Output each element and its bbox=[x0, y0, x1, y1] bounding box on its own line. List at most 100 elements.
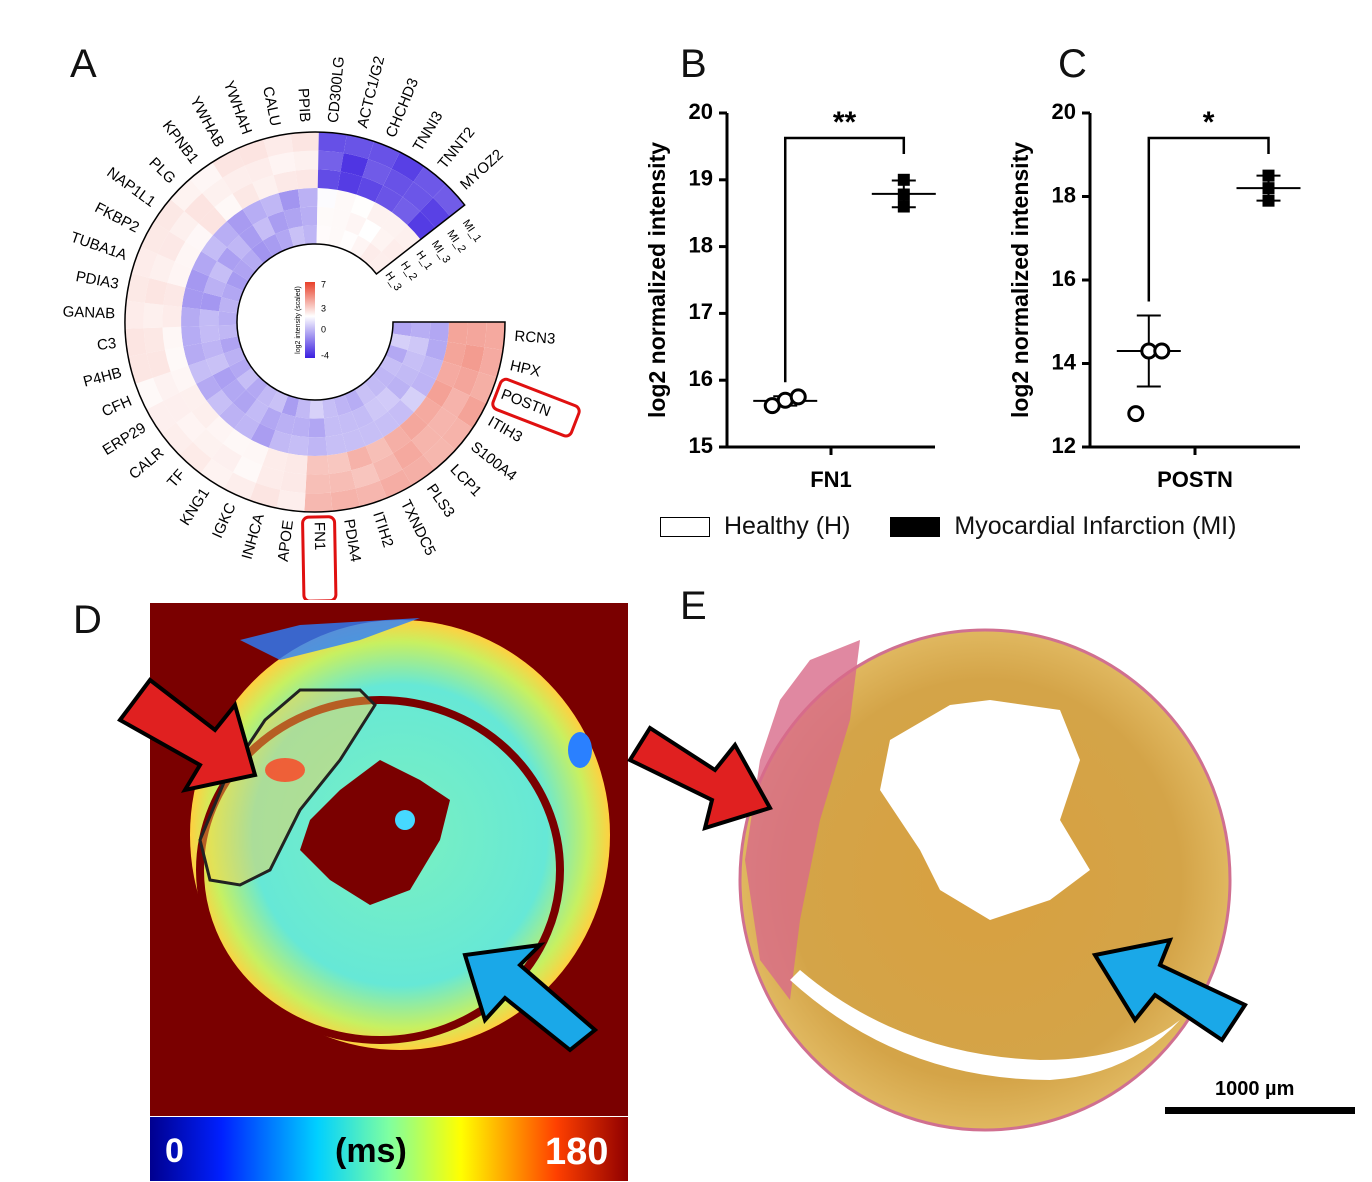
heatmap-cell bbox=[354, 382, 377, 406]
heatmap-cell bbox=[328, 226, 346, 248]
heatmap-cell bbox=[410, 371, 437, 397]
t2-map-right-spot bbox=[568, 732, 592, 768]
y-tick-label: 19 bbox=[689, 166, 713, 191]
heatmap-cell bbox=[262, 447, 288, 472]
heatmap-cell bbox=[293, 150, 319, 171]
heatmap-cell bbox=[344, 389, 365, 412]
heatmap-cell bbox=[413, 166, 446, 198]
heatmap-cell bbox=[212, 148, 245, 178]
mi-point bbox=[1262, 182, 1275, 195]
heatmap-cell bbox=[250, 423, 276, 448]
heatmap-cell bbox=[125, 328, 147, 357]
heatmap-cell bbox=[316, 225, 332, 246]
heatmap-cell bbox=[386, 375, 411, 400]
heatmap-cell bbox=[199, 325, 220, 344]
heatmap-cell bbox=[275, 228, 294, 251]
heatmap-cell bbox=[221, 283, 244, 302]
heatmap-cell bbox=[368, 141, 401, 169]
heatmap-cell bbox=[226, 209, 253, 236]
scalebar-label: 1000 µm bbox=[1215, 1078, 1294, 1100]
heatmap-cell bbox=[419, 355, 444, 380]
heatmap-cell bbox=[262, 233, 283, 257]
heatmap-cell bbox=[242, 199, 268, 225]
heatmap-cell bbox=[162, 392, 192, 423]
y-axis-label: log2 normalized intensity bbox=[1007, 142, 1033, 418]
y-tick-label: 16 bbox=[689, 366, 713, 391]
heatmap-cell bbox=[256, 384, 278, 407]
heatmap-cell bbox=[345, 212, 367, 236]
heatmap-cell bbox=[199, 309, 219, 327]
heatmap-cell bbox=[349, 235, 371, 259]
heatmap-cell bbox=[429, 322, 449, 342]
heatmap-cell bbox=[209, 261, 233, 284]
heatmap-cell bbox=[356, 176, 384, 203]
heatmap-cell bbox=[221, 378, 246, 403]
heatmap-cell bbox=[263, 133, 294, 158]
heatmap-cell bbox=[383, 425, 412, 454]
heatmap-cell bbox=[300, 206, 318, 227]
heatmap-cell bbox=[176, 411, 206, 442]
heatmap-cell bbox=[232, 259, 256, 281]
heatmap-cell bbox=[163, 282, 186, 308]
healthy-point bbox=[789, 388, 807, 406]
t2-map-lumen bbox=[300, 760, 450, 905]
heatmap-cell bbox=[244, 157, 274, 183]
heatmap-cell bbox=[275, 412, 296, 435]
y-tick-label: 18 bbox=[1052, 182, 1076, 207]
heatmap-cell bbox=[436, 361, 462, 388]
gene-label: CD300LG bbox=[325, 56, 348, 124]
heatmap-cell bbox=[302, 225, 317, 245]
significance-bracket bbox=[783, 136, 906, 383]
y-tick-label: 15 bbox=[689, 433, 713, 458]
heatmap-cell bbox=[251, 240, 273, 264]
heatmap-cell bbox=[414, 396, 442, 425]
heatmap-cell bbox=[316, 206, 335, 227]
heatmap-cell bbox=[484, 322, 505, 350]
heatmap-cell bbox=[273, 170, 298, 194]
heatmap-cell bbox=[402, 181, 433, 212]
gene-label: GANAB bbox=[62, 303, 115, 322]
circular-heatmap: RCN3HPXPOSTNITIH3S100A4LCP1PLS3TXNDC5ITI… bbox=[62, 54, 581, 600]
heatmap-cell bbox=[392, 322, 412, 337]
heatmap-cell bbox=[358, 218, 382, 243]
heatmap-cell bbox=[346, 446, 373, 471]
heatmap-cell bbox=[364, 374, 387, 397]
heatmap-cell bbox=[306, 455, 330, 475]
heatmap-cell bbox=[153, 199, 185, 232]
heatmap-cell bbox=[358, 421, 384, 447]
heatmap-cell bbox=[181, 307, 201, 327]
heatmap-cell bbox=[143, 327, 165, 354]
heatmap-cell bbox=[391, 152, 425, 182]
t2-map-lumen-spot bbox=[395, 810, 415, 830]
mi-point bbox=[1262, 169, 1275, 182]
heatmap-cell bbox=[385, 344, 408, 364]
heatmap-cell bbox=[389, 333, 411, 351]
heatmap-cell bbox=[170, 365, 197, 393]
heatmap-cell bbox=[229, 357, 252, 379]
heatmap-cell bbox=[308, 418, 326, 438]
heatmap-cell bbox=[478, 347, 503, 378]
heatmap-cell bbox=[218, 297, 240, 314]
heatmap-cell bbox=[297, 188, 318, 208]
significance-stars: ** bbox=[833, 106, 857, 139]
gene-label: PPIB bbox=[294, 88, 313, 123]
heatmap-scale-title: log2 intensity (scaled) bbox=[295, 286, 302, 354]
t2-map-outer-ring bbox=[196, 696, 564, 1044]
heatmap-cell bbox=[350, 194, 375, 219]
mi-point bbox=[897, 200, 910, 213]
heatmap-cell bbox=[461, 344, 485, 372]
heatmap-cell bbox=[222, 428, 251, 456]
heatmap-cell bbox=[245, 376, 268, 400]
heatmap-cell bbox=[318, 150, 344, 172]
heatmap-cell bbox=[323, 415, 343, 437]
heatmap-cell bbox=[399, 412, 428, 441]
gene-label: HPX bbox=[508, 357, 542, 380]
heatmap-cell bbox=[211, 443, 242, 473]
heatmap-cell bbox=[226, 271, 249, 292]
gene-label: APOE bbox=[275, 519, 297, 563]
chart-postn: 12 14 16 18 20 POSTN log2 normalized intensity… bbox=[1007, 99, 1301, 492]
heatmap-cell bbox=[143, 302, 164, 329]
heatmap-scale-tick: 7 bbox=[321, 279, 326, 289]
gene-label: PDIA4 bbox=[340, 518, 364, 564]
t2-colorbar bbox=[150, 1117, 628, 1181]
